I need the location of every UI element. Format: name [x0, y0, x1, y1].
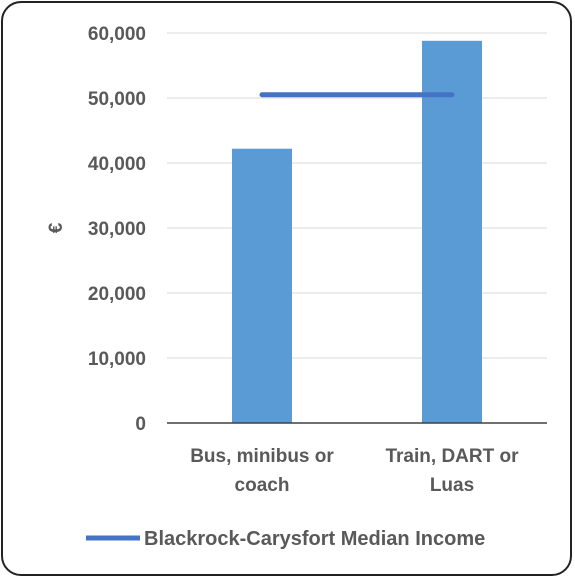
y-tick-labels: 0 10,000 20,000 30,000 40,000 50,000 60,000	[88, 24, 146, 435]
bar-2	[422, 40, 482, 424]
y-axis-label: €	[46, 222, 67, 233]
y-tick-label: 50,000	[88, 89, 146, 110]
y-tick-label: 10,000	[88, 349, 146, 370]
category-label: Train, DART or Luas	[385, 446, 519, 496]
y-tick-label: 60,000	[88, 24, 146, 45]
bars	[232, 40, 482, 424]
legend: Blackrock-Carysfort Median Income	[86, 528, 485, 550]
category-labels: Bus, minibus or coach Train, DART or Luas	[190, 446, 519, 496]
gridlines	[167, 32, 547, 359]
bar-1	[232, 148, 292, 423]
y-tick-label: 0	[135, 414, 146, 435]
y-tick-label: 30,000	[88, 219, 146, 240]
legend-label: Blackrock-Carysfort Median Income	[144, 528, 485, 550]
category-label: Bus, minibus or coach	[190, 446, 334, 496]
y-tick-label: 40,000	[88, 154, 146, 175]
y-tick-label: 20,000	[88, 284, 146, 305]
